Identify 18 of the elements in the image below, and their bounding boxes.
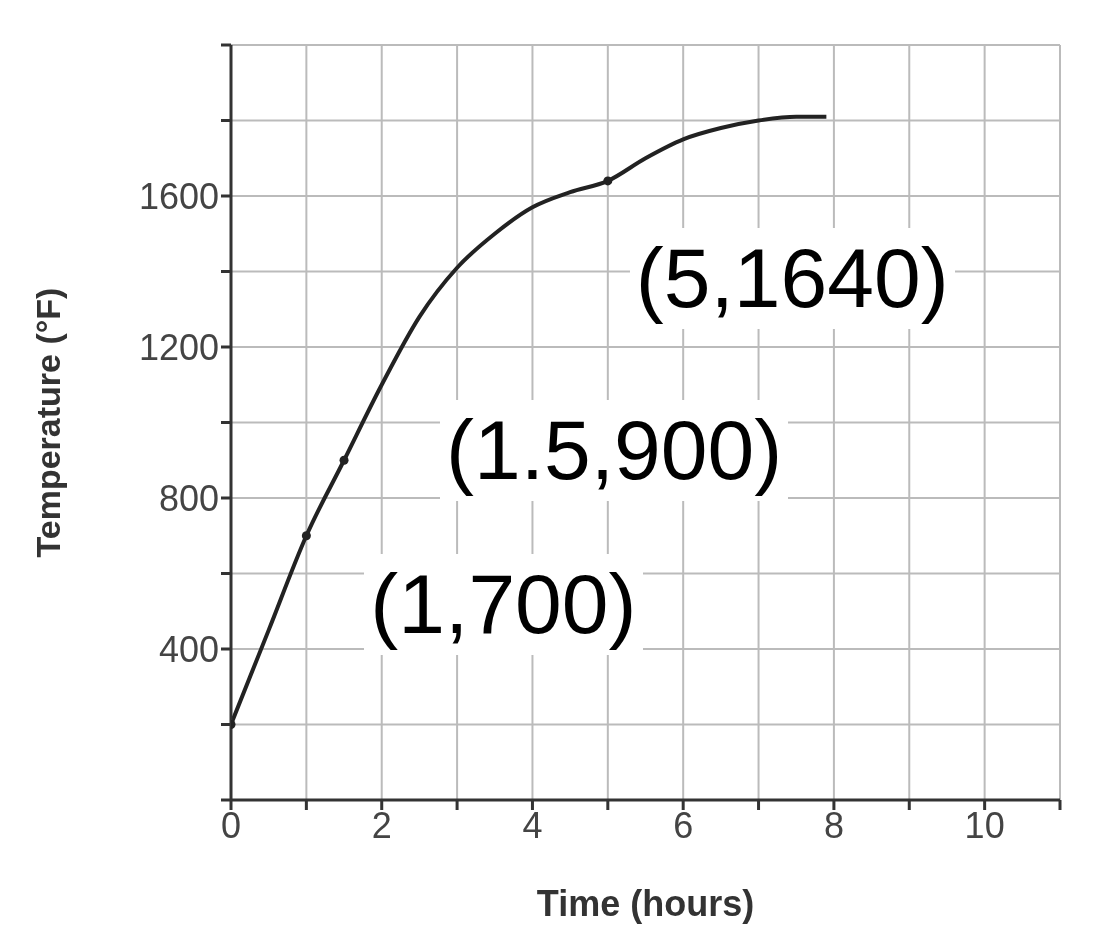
x-tick-label: 0: [220, 804, 242, 846]
y-tick-label: 1600: [138, 175, 219, 217]
x-axis-title: Time (hours): [536, 883, 755, 924]
point: [301, 531, 311, 541]
x-tick-label: 8: [823, 804, 844, 846]
annotation: (1,700): [364, 553, 643, 655]
annotation: (5,1640): [629, 227, 955, 329]
x-tick-label: 2: [371, 804, 392, 846]
y-tick-label: 800: [158, 477, 219, 519]
x-tick-label: 10: [964, 804, 1005, 846]
y-tick-label: 400: [158, 628, 219, 670]
y-tick-label: 1200: [138, 326, 219, 368]
annotation: (1.5,900): [440, 400, 789, 502]
x-tick-label: 4: [522, 804, 543, 846]
point: [603, 176, 613, 186]
x-tick-label: 6: [673, 804, 694, 846]
point: [339, 455, 349, 465]
y-axis-title: Temperature (°F): [29, 287, 68, 558]
